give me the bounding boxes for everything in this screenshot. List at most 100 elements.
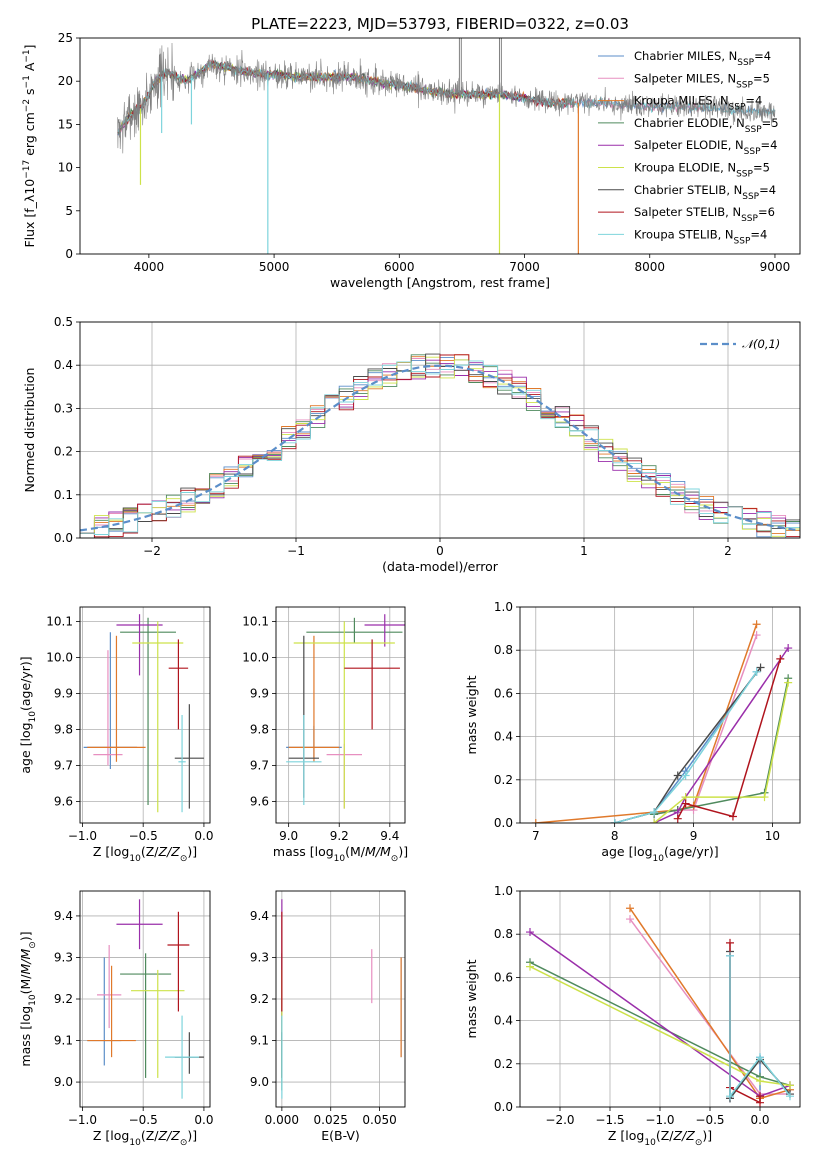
x-tick-label: −2	[143, 544, 161, 558]
label-part: =5	[762, 116, 779, 130]
label-part: Normed distribution	[22, 368, 37, 493]
plot-area	[83, 614, 204, 813]
y-tick-label: 1.0	[494, 600, 513, 614]
label-part: ]	[22, 44, 37, 49]
label-part: log	[110, 1128, 129, 1143]
label-part: Z [	[93, 1128, 110, 1143]
weight-marker-1-0	[626, 915, 634, 924]
y-tick-label: 0.0	[494, 816, 513, 830]
y-axis-label: Flux [f_λ10−17 erg cm−2 s−1 A−1]	[22, 44, 37, 247]
plot-area	[117, 38, 776, 254]
label-part: =4	[761, 138, 778, 152]
label-part: 10	[653, 854, 665, 864]
label-part: mass [	[18, 1025, 33, 1067]
label-part: =4	[750, 227, 767, 241]
y-tick-label: 0.2	[494, 773, 513, 787]
label-part: (age/yr)]	[664, 844, 719, 859]
label-part: age [	[601, 844, 633, 859]
y-tick-label: 0.2	[494, 1057, 513, 1071]
y-tick-label: 9.3	[54, 950, 73, 964]
plot-area	[80, 353, 800, 538]
label-part: (Z/	[141, 844, 159, 859]
y-axis-label: mass [log10(M/M/M⊙)]	[18, 931, 38, 1066]
label-part: Kroupa STELIB, N	[634, 227, 734, 241]
y-tick-label: 0.0	[494, 1100, 513, 1114]
x-axis-label: mass [log10(M/M/M⊙)]	[273, 844, 408, 864]
y-tick-label: 10.0	[46, 650, 73, 664]
legend-entry-8: Kroupa STELIB, NSSP=4	[634, 227, 767, 246]
label-part: =5	[753, 161, 770, 175]
label-part: SSP	[744, 147, 761, 157]
legend-entry-7: Salpeter STELIB, NSSP=6	[634, 205, 775, 224]
x-tick-label: 0.050	[362, 1113, 396, 1127]
weight-marker-8-0	[726, 951, 734, 960]
x-axis-label: (data-model)/error	[382, 559, 499, 574]
label-part: Chabrier STELIB, N	[634, 183, 742, 197]
weight-marker-5-2	[760, 793, 769, 802]
label-part: Salpeter STELIB, N	[634, 205, 741, 219]
label-part: ⊙	[28, 941, 38, 949]
label-part: ⊙	[180, 854, 188, 864]
y-tick-label: 9.8	[250, 722, 269, 736]
label-part: SSP	[745, 125, 762, 135]
y-tick-label: 20	[58, 74, 73, 88]
label-part: )]	[702, 1128, 712, 1143]
plot-area	[526, 904, 794, 1107]
legend-entry-2: Kroupa MILES, NSSP=4	[634, 94, 762, 113]
x-tick-label: 8000	[634, 260, 665, 274]
label-part: Chabrier ELODIE, N	[634, 116, 745, 130]
label-part: −1	[22, 75, 32, 88]
label-part: Salpeter ELODIE, N	[634, 138, 744, 152]
label-part: )]	[187, 844, 197, 859]
label-part: log	[18, 1006, 33, 1025]
weight-marker-8-0	[610, 819, 619, 823]
x-tick-label: 7	[532, 829, 540, 843]
panel-spectrum: 4000 5000 6000 7000 8000 9000 0 5 10 15 20 25 wavele…	[22, 31, 801, 290]
axes-frame	[79, 890, 211, 1108]
weight-marker-7-0	[673, 814, 682, 823]
x-tick-label: 6000	[384, 260, 415, 274]
y-tick-label: 9.7	[250, 758, 269, 772]
label-part: =6	[758, 205, 775, 219]
x-tick-label: −0.5	[129, 1113, 158, 1127]
label-part: )]	[398, 844, 408, 859]
label-part: erg cm	[22, 112, 37, 160]
weight-marker-5-0	[650, 819, 659, 823]
label-part: (data-model)/error	[382, 559, 499, 574]
label-part: log	[18, 722, 33, 741]
y-tick-label: 10.0	[242, 650, 269, 664]
label-part: mass [	[273, 844, 315, 859]
x-axis-label: age [log10(age/yr)]	[601, 844, 718, 864]
y-tick-label: 9.2	[250, 992, 269, 1006]
y-tick-label: 0.6	[494, 970, 513, 984]
weight-marker-7-0	[726, 938, 734, 947]
label-part: Salpeter MILES, N	[634, 71, 736, 85]
label-part: 10	[129, 1138, 141, 1148]
label-part: M/M	[365, 844, 391, 859]
x-tick-label: 0.0	[750, 1113, 769, 1127]
x-tick-label: 4000	[134, 260, 165, 274]
label-part: Kroupa MILES, N	[634, 94, 729, 108]
label-part: M/M	[18, 948, 33, 974]
weight-marker-6-2	[673, 771, 682, 780]
axes-frame	[519, 606, 801, 824]
label-part: SSP	[741, 214, 758, 224]
label-part: A	[22, 62, 37, 75]
y-tick-label: 0.8	[494, 927, 513, 941]
x-tick-label: 7000	[509, 260, 540, 274]
label-part: mass weight	[464, 959, 479, 1038]
x-tick-label: −1.5	[595, 1113, 624, 1127]
panel-mass-vs-ebv: 0.000 0.025 0.050 9.0 9.1 9.2 9.3 9.4 E(B-V)	[250, 890, 406, 1143]
y-tick-label: 1.0	[494, 884, 513, 898]
label-part: s	[22, 88, 37, 99]
axes-frame	[275, 606, 406, 824]
panel-weight-vs-z: −2.0 −1.5 −1.0 −0.5 0.0 0.0 0.2 0.4 0.6 0.8 1.0 Z […	[464, 884, 801, 1148]
x-tick-label: 10	[765, 829, 780, 843]
x-axis-label: E(B-V)	[321, 1128, 360, 1143]
y-tick-label: 10	[58, 161, 73, 175]
x-tick-label: −0.5	[695, 1113, 724, 1127]
x-tick-label: 5000	[259, 260, 290, 274]
legend-entry-5: Kroupa ELODIE, NSSP=5	[634, 161, 770, 180]
label-part: )]	[18, 931, 33, 941]
